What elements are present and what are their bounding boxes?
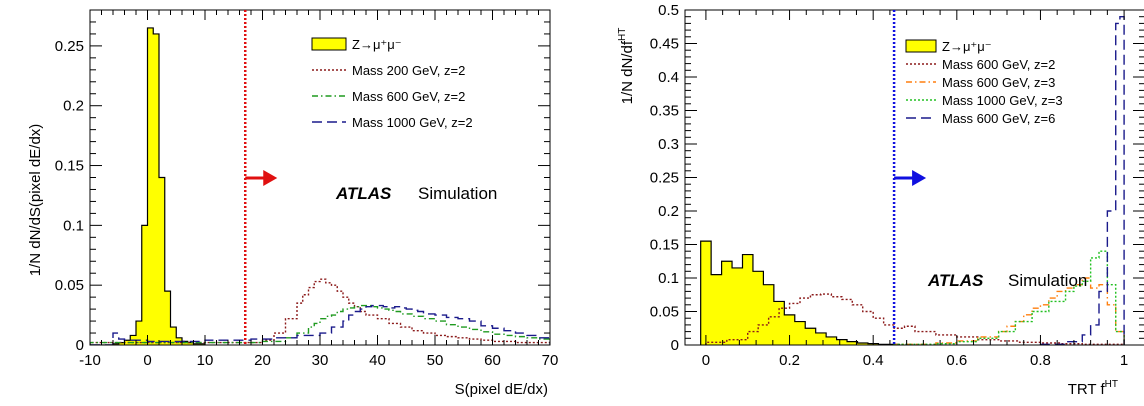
left-series-3	[90, 304, 550, 345]
x-tick-label: 0.4	[863, 352, 884, 369]
left-legend: Z→μ⁺μ⁻ Mass 200 GeV, z=2 Mass 600 GeV, z=2…	[311, 37, 473, 130]
cut-arrow-head	[912, 170, 927, 186]
left-atlas-subtitle: Simulation	[418, 184, 497, 203]
left-y-axis-label: 1/N dN/dS(pixel dE/dx)	[27, 124, 44, 277]
right-series-3	[893, 250, 1125, 345]
x-tick-label: 70	[542, 352, 559, 369]
y-tick-label: 0.15	[55, 158, 84, 175]
x-tick-label: 1	[1120, 352, 1128, 369]
x-tick-label: 0	[702, 352, 710, 369]
legend-entry-label: Mass 1000 GeV, z=3	[942, 93, 1063, 108]
left-x-axis-label: S(pixel dE/dx)	[455, 381, 548, 398]
y-tick-label: 0.05	[55, 277, 84, 294]
right-series-0	[700, 240, 900, 345]
y-tick-label: 0	[76, 337, 84, 354]
legend-entry-label: Mass 600 GeV, z=6	[942, 111, 1055, 126]
y-tick-label: 0.5	[658, 2, 679, 19]
legend-entry-label: Z→μ⁺μ⁻	[942, 39, 992, 54]
legend-entry-label: Mass 200 GeV, z=2	[352, 63, 465, 78]
right-y-axis-label-sup: HT	[617, 28, 628, 41]
y-tick-label: 0.1	[63, 217, 84, 234]
cut-arrow-head	[263, 170, 278, 186]
x-tick-label: 50	[427, 352, 444, 369]
x-tick-label: 10	[197, 352, 214, 369]
x-tick-label: 60	[484, 352, 501, 369]
y-tick-label: 0.35	[650, 103, 679, 120]
y-tick-label: 0.25	[650, 170, 679, 187]
y-tick-label: 0.25	[55, 38, 84, 55]
right-chart: 0 0.2 0.4 0.6 0.8 1 0 0.05 0.1 0.15 0.2 0.25 0.3 0.35…	[617, 2, 1144, 398]
left-series-0	[90, 27, 206, 345]
right-legend: Z→μ⁺μ⁻ Mass 600 GeV, z=2 Mass 600 GeV, z=3…	[905, 39, 1063, 126]
right-y-axis-label-main: 1/N dN/df	[619, 40, 636, 104]
right-x-axis-label: TRT fHT	[1068, 379, 1118, 398]
x-tick-label: 0.2	[779, 352, 800, 369]
left-series-1	[90, 278, 550, 345]
y-tick-label: 0.15	[650, 237, 679, 254]
x-tick-label: -10	[79, 352, 101, 369]
right-x-axis-label-main: TRT f	[1068, 381, 1106, 398]
y-tick-label: 0.2	[658, 203, 679, 220]
x-tick-label: 0	[143, 352, 151, 369]
right-atlas-subtitle: Simulation	[1008, 271, 1087, 290]
y-tick-label: 0.2	[63, 98, 84, 115]
x-tick-label: 20	[254, 352, 271, 369]
right-x-axis-label-sup: HT	[1105, 379, 1118, 390]
x-tick-label: 30	[312, 352, 329, 369]
y-tick-label: 0	[671, 337, 679, 354]
legend-entry-label: Mass 1000 GeV, z=2	[352, 115, 473, 130]
left-series-2	[90, 304, 550, 345]
y-tick-label: 0.4	[658, 69, 679, 86]
x-tick-label: 0.8	[1030, 352, 1051, 369]
legend-swatch-filled	[311, 37, 347, 51]
y-tick-label: 0.45	[650, 36, 679, 53]
legend-entry-label: Mass 600 GeV, z=3	[942, 75, 1055, 90]
right-series-1	[705, 293, 1125, 345]
legend-entry-label: Z→μ⁺μ⁻	[352, 37, 402, 52]
left-atlas-label: ATLAS	[335, 184, 392, 203]
right-series-4	[1039, 16, 1125, 345]
right-atlas-label: ATLAS	[927, 271, 984, 290]
legend-swatch-filled	[905, 39, 937, 53]
legend-entry-label: Mass 600 GeV, z=2	[352, 89, 465, 104]
x-tick-label: 40	[369, 352, 386, 369]
y-tick-label: 0.1	[658, 270, 679, 287]
right-series-2	[893, 277, 1125, 345]
y-tick-label: 0.05	[650, 304, 679, 321]
x-tick-label: 0.6	[946, 352, 967, 369]
right-y-axis-label: 1/N dN/dfHT	[617, 28, 636, 105]
legend-entry-label: Mass 600 GeV, z=2	[942, 57, 1055, 72]
y-tick-label: 0.3	[658, 136, 679, 153]
